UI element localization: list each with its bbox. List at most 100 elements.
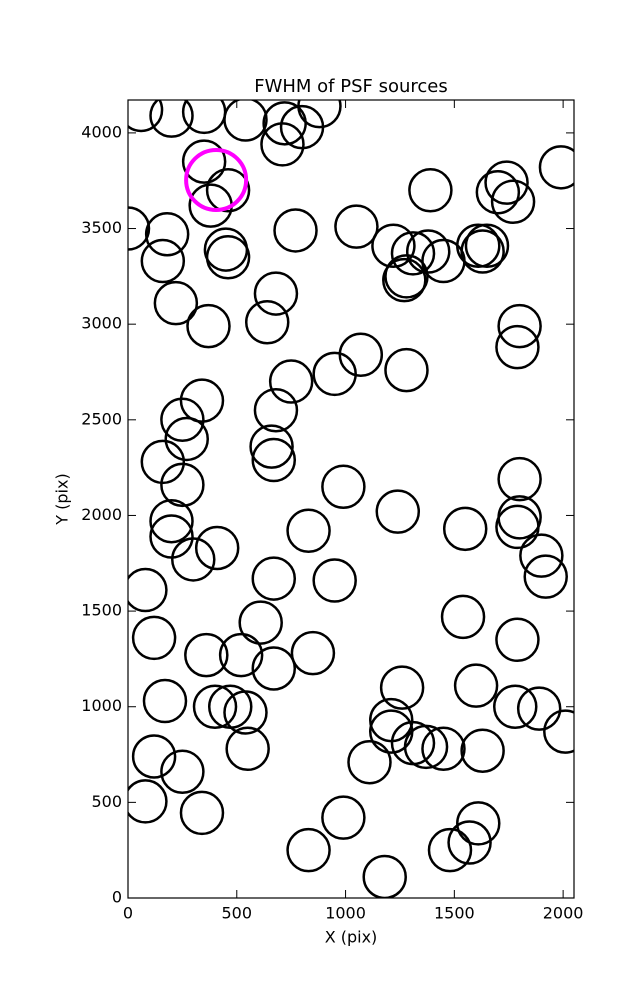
source-circle (251, 646, 297, 691)
source-circle (427, 827, 473, 873)
chart-title: FWHM of PSF sources (254, 76, 448, 97)
y-tick-label: 0 (112, 888, 122, 907)
source-circle (171, 537, 216, 582)
source-circle (371, 223, 416, 269)
y-tick-label: 3000 (81, 314, 122, 333)
source-circle (334, 204, 379, 249)
source-circle (188, 183, 233, 228)
source-circle (140, 238, 186, 284)
source-circle (128, 206, 151, 251)
source-circle (519, 533, 564, 578)
y-axis-label: Y (pix) (53, 473, 72, 525)
source-circle (253, 271, 299, 316)
source-circle (495, 617, 540, 663)
source-circle (128, 779, 168, 824)
source-circle (160, 749, 205, 795)
source-circle (495, 324, 540, 370)
source-circle (297, 100, 342, 129)
source-circle (179, 790, 225, 836)
y-tick-label: 1000 (81, 696, 122, 715)
source-circle (128, 567, 168, 613)
source-circle (447, 820, 492, 865)
source-circle (495, 504, 540, 550)
source-circle (286, 508, 331, 554)
source-circle (244, 300, 290, 345)
source-circle (375, 489, 421, 534)
source-circle (192, 684, 238, 729)
source-circle (523, 554, 568, 599)
y-tick-label: 500 (91, 792, 122, 811)
source-circle (493, 684, 538, 729)
source-circle (497, 456, 542, 502)
source-circle (251, 556, 297, 601)
source-circle (516, 686, 562, 731)
source-circle (249, 424, 294, 469)
source-circle (442, 506, 488, 552)
source-circle (225, 726, 270, 772)
source-circle (131, 615, 177, 661)
source-circle (490, 179, 536, 225)
source-circle (338, 332, 384, 378)
source-circle (286, 827, 331, 873)
source-circle (184, 632, 229, 678)
source-circle (149, 514, 194, 559)
source-circle (321, 795, 366, 840)
source-circle (484, 160, 529, 205)
source-circle (179, 378, 225, 423)
source-circle (238, 600, 283, 645)
source-circle (453, 663, 499, 708)
y-tick-label: 1500 (81, 601, 122, 620)
y-tick-label: 2500 (81, 409, 122, 428)
x-tick-label: 1000 (325, 904, 366, 923)
source-circle (382, 257, 427, 303)
source-circle (440, 594, 486, 640)
source-circle (218, 632, 264, 678)
source-circle (194, 525, 240, 571)
source-circle (184, 147, 249, 212)
source-circle (268, 359, 314, 404)
source-circle (205, 234, 251, 280)
source-circle (312, 351, 357, 397)
source-circle (149, 100, 194, 138)
source-circle (464, 223, 510, 269)
source-circle (456, 801, 501, 846)
source-circle (456, 223, 501, 269)
source-circle (421, 726, 466, 772)
source-circle (312, 558, 357, 603)
source-circle (273, 208, 318, 253)
source-circle (140, 439, 186, 485)
source-circle (408, 168, 453, 213)
source-circle (497, 303, 542, 349)
source-circle (379, 665, 425, 710)
source-circle (321, 464, 366, 510)
source-circle (384, 347, 429, 393)
source-circle (144, 212, 190, 257)
source-circle (131, 734, 177, 779)
source-circle (153, 280, 199, 326)
x-tick-label: 0 (123, 904, 133, 923)
source-circle (347, 739, 392, 785)
source-circle (290, 630, 336, 676)
source-circle (205, 168, 251, 213)
source-circle (181, 100, 227, 135)
y-tick-label: 4000 (81, 122, 122, 141)
y-tick-label: 3500 (81, 218, 122, 237)
source-circle (223, 690, 268, 735)
x-tick-label: 1500 (434, 904, 475, 923)
source-circle (251, 437, 297, 483)
source-circle (142, 678, 188, 724)
source-circle (203, 227, 249, 272)
source-circle (149, 498, 194, 544)
source-circle (497, 495, 542, 540)
source-circle (181, 139, 227, 184)
source-circle (253, 387, 299, 433)
source-circle (543, 709, 574, 754)
source-circle (460, 728, 505, 773)
plot-area (128, 100, 574, 898)
source-circle (186, 303, 231, 349)
y-tick-label: 2000 (81, 505, 122, 524)
source-circle (128, 100, 164, 133)
source-circle (538, 145, 574, 190)
source-circle (460, 229, 505, 274)
